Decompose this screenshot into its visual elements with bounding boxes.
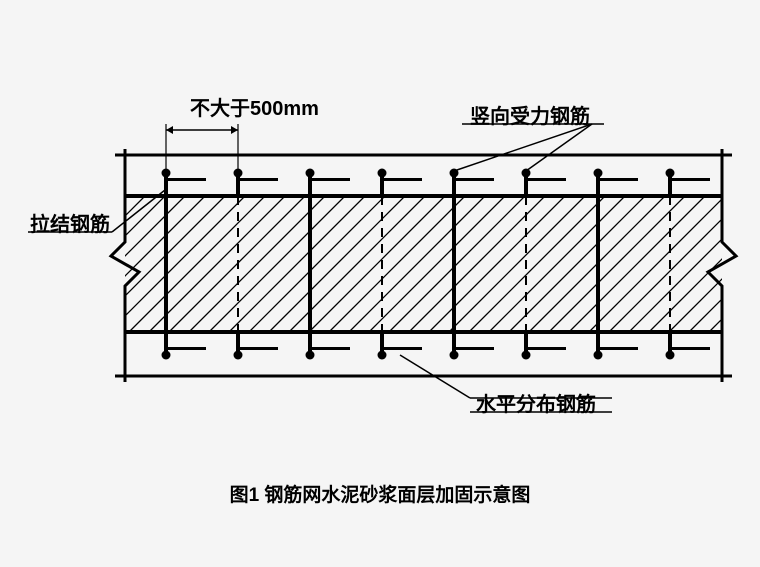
vbar-label: 竖向受力钢筋: [470, 100, 590, 129]
figure-caption: 图1 钢筋网水泥砂浆面层加固示意图: [0, 480, 760, 507]
tie-label: 拉结钢筋: [30, 208, 110, 237]
hbar-label: 水平分布钢筋: [476, 388, 596, 417]
dim-label: 不大于500mm: [190, 92, 319, 121]
